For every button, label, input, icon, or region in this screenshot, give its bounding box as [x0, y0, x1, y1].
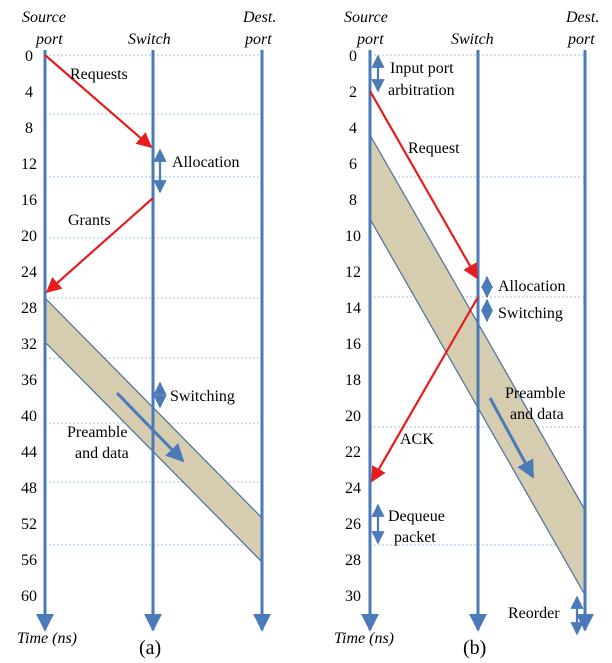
panel-b-request-arrow: [369, 90, 478, 280]
panel-b-dequeue-label-line2: packet: [394, 529, 436, 546]
panel-b-input-arb-label-line2: arbitration: [388, 82, 455, 99]
panel-b-switching-label: Switching: [498, 305, 563, 322]
panel-a-time-label: Time (ns): [17, 630, 77, 647]
panel-a-switch-header: Switch: [128, 31, 171, 48]
panel-b-request-label: Request: [408, 140, 460, 157]
panel-a-tick: 52: [21, 516, 37, 533]
panel-a-preamble-label-line1: Preamble: [67, 424, 127, 441]
panel-b-preamble-label-line2: and data: [510, 406, 564, 423]
panel-b-ack-arrow: [371, 296, 479, 483]
panel-a-caption: (a): [139, 637, 161, 659]
panel-a-dest-header-line1: Dest.: [242, 9, 276, 26]
panel-a-requests-label: Requests: [70, 66, 128, 83]
panel-b-tick: 20: [345, 408, 361, 425]
panel-b-tick: 8: [349, 192, 357, 209]
panel-a-grants-arrow: [45, 197, 154, 294]
panel-b-tick: 2: [349, 84, 357, 101]
panel-b-source-header-line2: port: [356, 31, 384, 48]
panel-b-dequeue-label-line1: Dequeue: [388, 508, 445, 525]
panel-a-source-header-line1: Source: [22, 9, 66, 26]
panel-a-tick: 56: [21, 552, 37, 569]
panel-b-reorder-label: Reorder: [508, 605, 560, 622]
panel-b-switch-header: Switch: [451, 31, 494, 48]
panel-a-tick: 48: [21, 480, 37, 497]
panel-b-input-arb-label-line1: Input port: [390, 60, 454, 77]
panel-b-tick: 24: [345, 480, 361, 497]
panel-a-tick-labels: 0 4 8 12 16 20 24 28 32 36 40 44 48 52 5…: [21, 48, 37, 605]
panel-b-tick: 12: [345, 264, 361, 281]
panel-a-switching-label: Switching: [170, 388, 235, 405]
panel-a-requests-arrow: [44, 54, 153, 149]
panel-a-tick: 0: [25, 48, 33, 65]
panel-a-allocation-label: Allocation: [172, 154, 240, 171]
panel-a-source-header-line2: port: [35, 31, 63, 48]
panel-b: Source port Switch Dest. port 0 2 4 6 8 …: [334, 9, 599, 659]
panel-a-grants-label: Grants: [68, 212, 111, 229]
panel-b-allocation-label: Allocation: [498, 278, 566, 295]
panel-a-dest-header-line2: port: [244, 31, 272, 48]
panel-b-tick: 0: [349, 48, 357, 65]
panel-a-tick: 60: [21, 588, 37, 605]
panel-b-tick: 10: [345, 228, 361, 245]
panel-b-tick: 4: [349, 120, 357, 137]
panel-a-tick: 40: [21, 408, 37, 425]
panel-b-dest-header-line2: port: [567, 31, 595, 48]
panel-a-tick: 4: [25, 84, 33, 101]
panel-a-tick: 32: [21, 336, 37, 353]
panel-a-tick: 12: [21, 156, 37, 173]
panel-a-band-direction-arrow: [115, 391, 185, 463]
panel-a-tick: 16: [21, 192, 37, 209]
panel-a: Source port Switch Dest. port 0 4 8 12 1…: [17, 9, 276, 659]
panel-b-source-header-line1: Source: [344, 9, 388, 26]
panel-b-tick: 28: [345, 552, 361, 569]
panel-a-tick: 20: [21, 228, 37, 245]
panel-b-tick: 18: [345, 372, 361, 389]
panel-a-tick: 36: [21, 372, 37, 389]
panel-b-band-direction-arrow: [488, 397, 535, 479]
panel-a-tick: 8: [25, 120, 33, 137]
panel-b-tick: 26: [345, 516, 361, 533]
panel-a-tick: 28: [21, 300, 37, 317]
panel-b-dest-header-line1: Dest.: [565, 9, 599, 26]
panel-b-tick: 14: [345, 300, 361, 317]
panel-b-tick: 30: [345, 588, 361, 605]
panel-b-tick: 22: [345, 444, 361, 461]
panel-b-tick-labels: 0 2 4 6 8 10 12 14 16 18 20 22 24 26 28 …: [345, 48, 361, 605]
panel-b-caption: (b): [463, 637, 486, 659]
panel-a-tick: 44: [21, 444, 37, 461]
panel-b-tick: 16: [345, 336, 361, 353]
panel-b-time-label: Time (ns): [334, 630, 394, 647]
panel-a-tick: 24: [21, 264, 37, 281]
panel-a-preamble-label-line2: and data: [75, 445, 129, 462]
panel-b-ack-label: ACK: [400, 431, 434, 448]
panel-b-tick: 6: [349, 156, 357, 173]
panel-b-preamble-label-line1: Preamble: [505, 385, 565, 402]
